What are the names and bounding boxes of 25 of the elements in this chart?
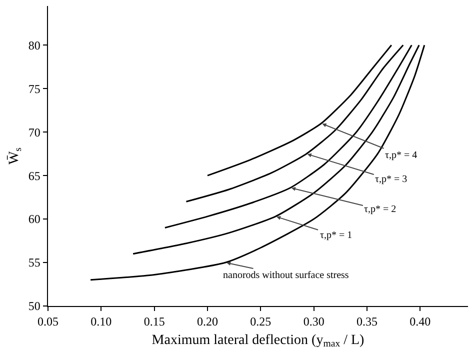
- line-series: [132, 44, 420, 255]
- y-tick-label: 65: [28, 168, 40, 183]
- line-series: [90, 44, 426, 281]
- x-tick-label: 0.10: [90, 314, 112, 329]
- y-tick-label: 75: [28, 82, 40, 96]
- x-tick-label: 0.05: [38, 314, 58, 329]
- y-tick-label: 80: [28, 38, 40, 52]
- y-tick-label: 55: [28, 256, 40, 270]
- y-tick-label: 60: [28, 212, 40, 226]
- annotation: τ,p* = 4: [385, 150, 418, 161]
- annotation: τ,p* = 1: [320, 230, 352, 241]
- x-tick-label: 0.25: [250, 314, 272, 329]
- y-tick-label: 70: [28, 125, 40, 140]
- annotation: nanorods without surface stress: [223, 270, 349, 281]
- x-axis-title: Maximum lateral deflection (y$_{max}$ / L): [152, 332, 365, 350]
- annotation: τ,p* = 2: [364, 204, 396, 215]
- x-tick-label: 0.30: [303, 314, 324, 329]
- annotation: τ,p* = 3: [375, 174, 408, 185]
- y-tick-label: 50: [28, 299, 40, 314]
- x-tick-label: 0.15: [144, 314, 165, 329]
- x-tick-label: 0.40: [410, 314, 431, 329]
- x-tick-label: 0.20: [196, 314, 218, 329]
- line-series: [185, 44, 404, 202]
- line-series: [164, 44, 412, 228]
- x-tick-label: 0.35: [356, 314, 378, 329]
